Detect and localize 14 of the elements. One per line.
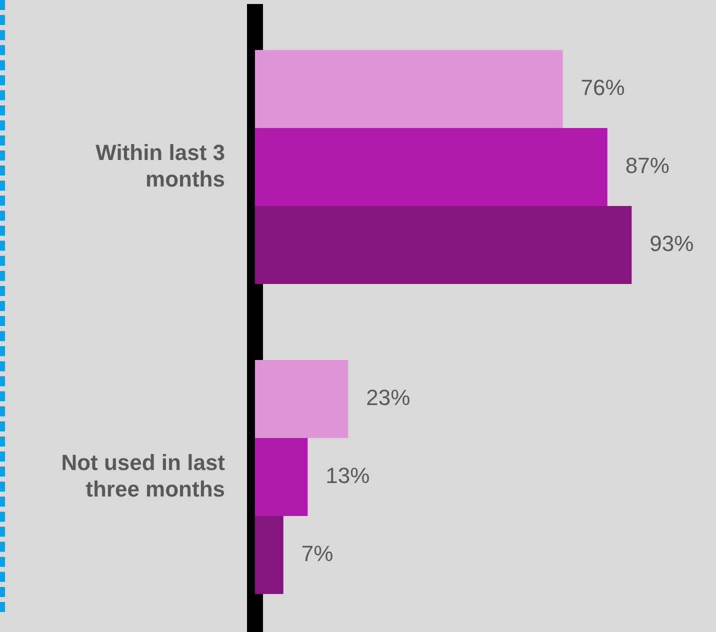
y-tick-label: Within last 3 months <box>96 140 225 192</box>
data-label: 87% <box>625 153 670 178</box>
data-label: 93% <box>650 231 694 256</box>
bar <box>255 128 608 206</box>
bar <box>255 438 308 516</box>
data-label: 13% <box>326 463 370 488</box>
data-label: 76% <box>580 75 625 100</box>
data-label: 23% <box>366 385 410 410</box>
data-label: 7% <box>301 541 334 566</box>
bar <box>255 50 563 128</box>
bar <box>255 206 632 284</box>
bar <box>255 516 284 594</box>
bar <box>255 360 348 438</box>
y-tick-label: Not used in last three months <box>61 450 226 502</box>
